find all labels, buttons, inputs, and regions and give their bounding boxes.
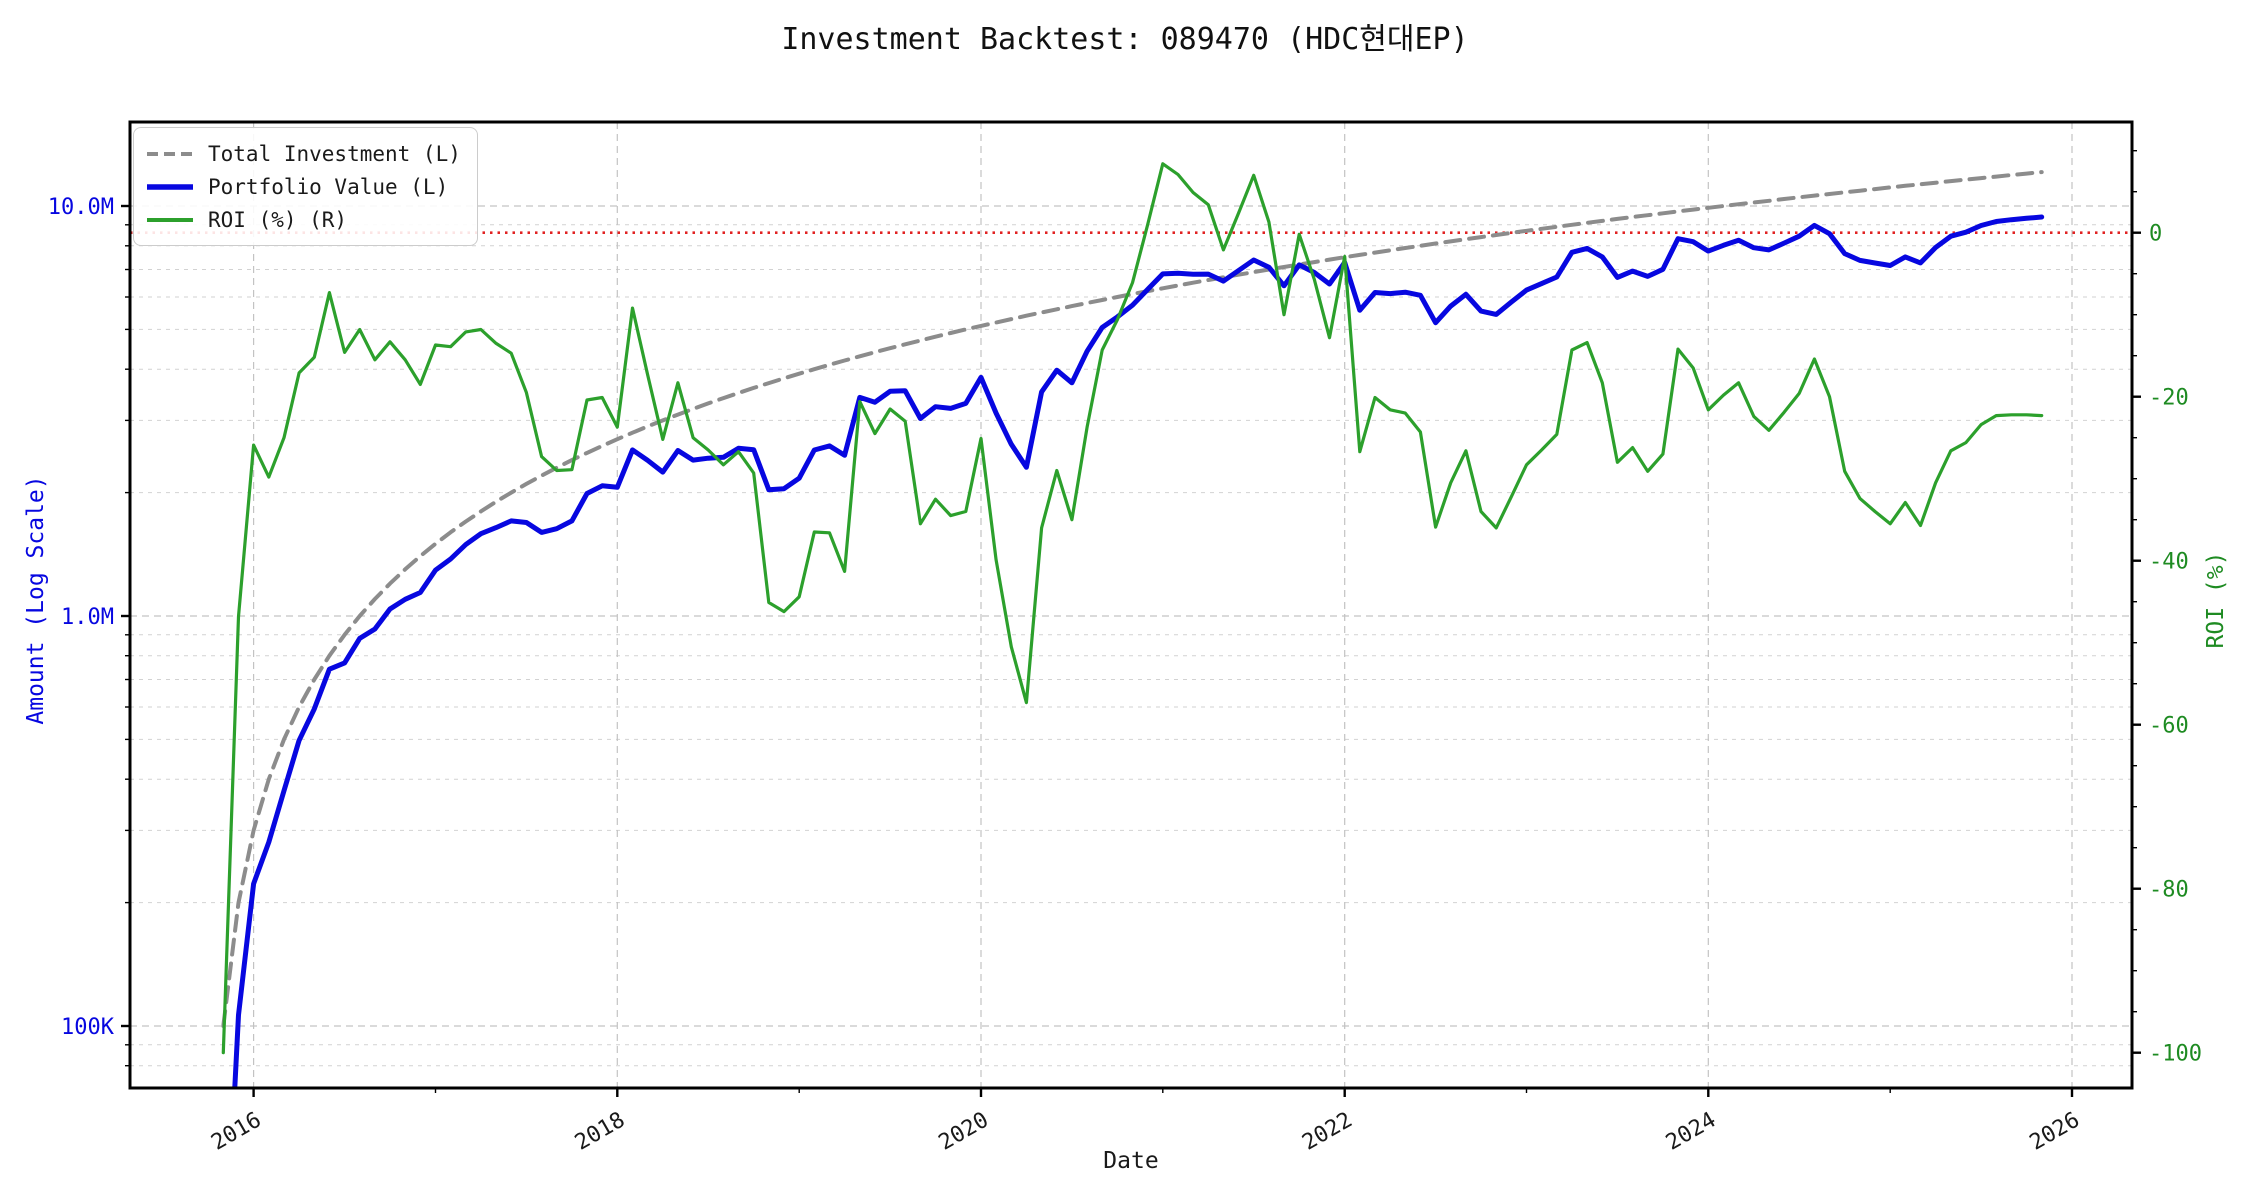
y-right-tick-label: -20 bbox=[2149, 386, 2189, 411]
total-investment-line bbox=[221, 170, 2044, 1028]
y-left-axis-label: Amount (Log Scale) bbox=[23, 475, 49, 725]
chart-title: Investment Backtest: 089470 (HDC현대EP) bbox=[781, 22, 1469, 57]
series bbox=[221, 162, 2045, 1088]
y-right-tick-label: -80 bbox=[2149, 878, 2189, 903]
y-right-tick-label: -100 bbox=[2149, 1042, 2202, 1067]
x-axis-label: Date bbox=[1103, 1148, 1159, 1174]
legend-label: ROI (%) (R) bbox=[208, 207, 348, 232]
y-left-tick-label: 100K bbox=[61, 1015, 115, 1040]
y-right-axis-label: ROI (%) bbox=[2203, 551, 2229, 649]
y-right-tick-label: -60 bbox=[2149, 714, 2189, 739]
y-right-tick-label: -40 bbox=[2149, 550, 2189, 575]
portfolio-value-line bbox=[232, 214, 2045, 1088]
solid-line-swatch-icon bbox=[147, 217, 193, 222]
y-right-tick-label: 0 bbox=[2149, 222, 2162, 247]
roi-line bbox=[221, 162, 2044, 1055]
plot-border bbox=[128, 120, 2134, 1090]
legend: Total Investment (L) Portfolio Value (L)… bbox=[133, 127, 478, 246]
legend-item-total-investment: Total Investment (L) bbox=[146, 137, 461, 170]
legend-label: Total Investment (L) bbox=[208, 141, 461, 166]
legend-label: Portfolio Value (L) bbox=[208, 174, 449, 199]
legend-item-roi: ROI (%) (R) bbox=[146, 203, 461, 236]
dashed-line-swatch-icon bbox=[147, 151, 193, 156]
tick-marks bbox=[121, 149, 2141, 1097]
solid-line-swatch-icon bbox=[147, 183, 193, 190]
legend-item-portfolio-value: Portfolio Value (L) bbox=[146, 170, 461, 203]
y-left-tick-label: 10.0M bbox=[48, 195, 114, 220]
y-left-tick-label: 1.0M bbox=[61, 605, 114, 630]
gridlines bbox=[130, 122, 2132, 1088]
